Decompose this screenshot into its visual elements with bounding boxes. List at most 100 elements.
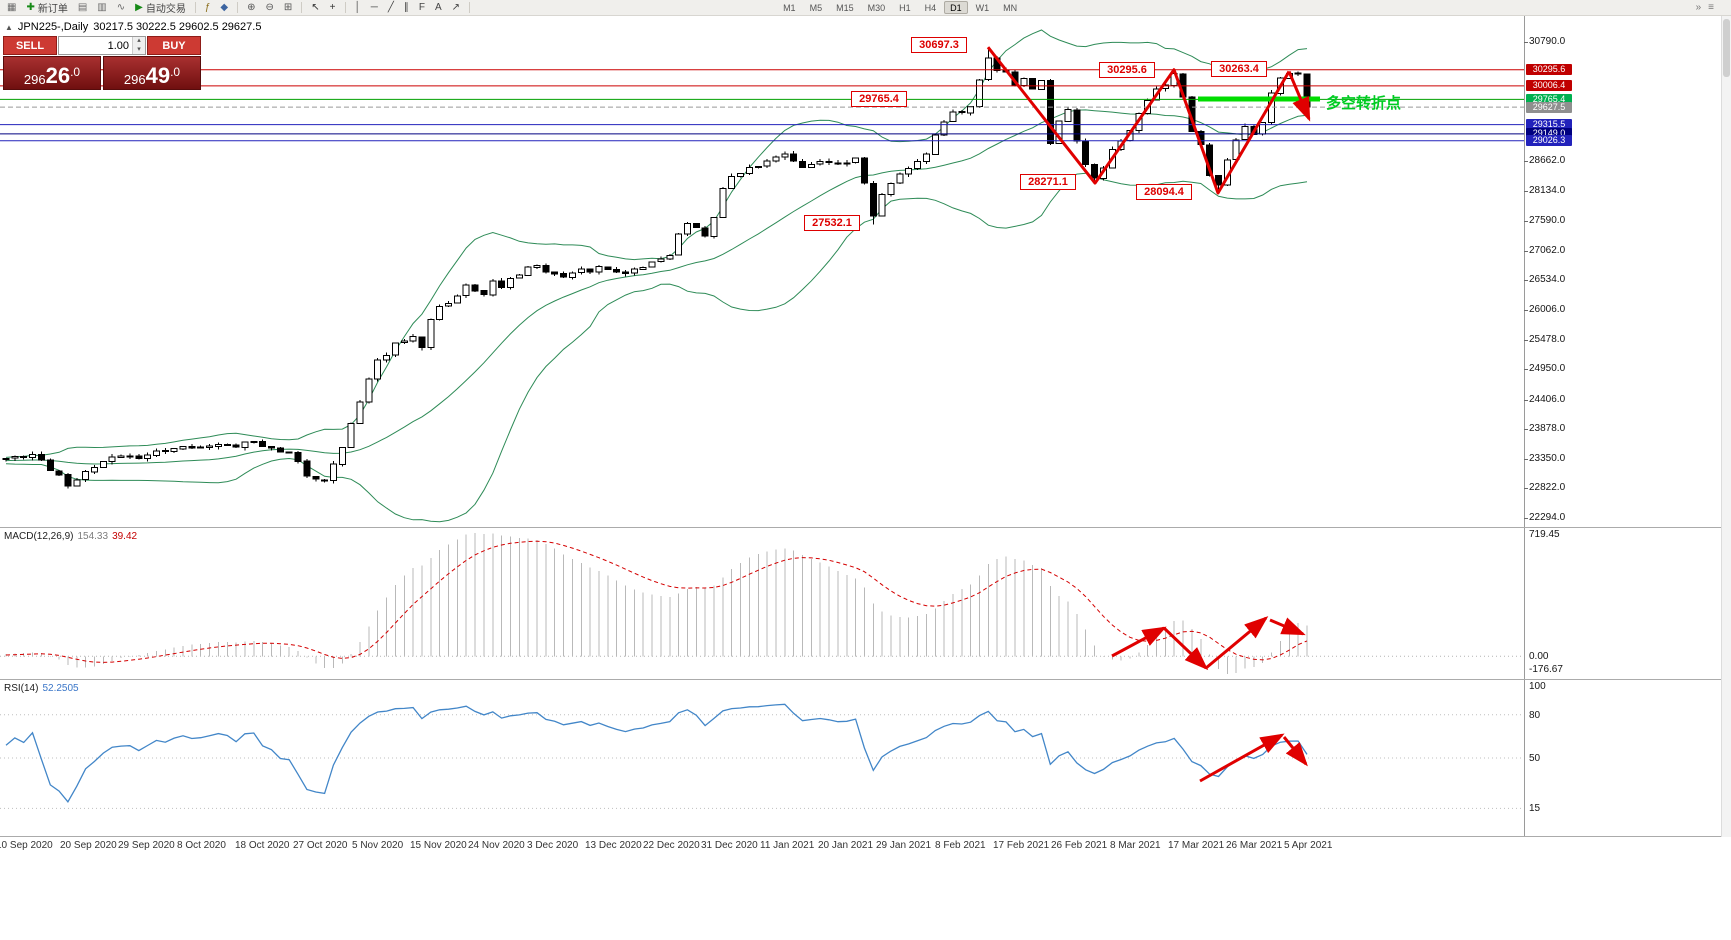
trendline-icon[interactable]: ╱ bbox=[384, 1, 398, 15]
volume-spinner: ▴ ▾ bbox=[132, 37, 145, 54]
volume-down-icon[interactable]: ▾ bbox=[137, 45, 141, 53]
time-axis-label: 8 Feb 2021 bbox=[935, 840, 986, 851]
turning-point-note[interactable]: 多空转折点 bbox=[1326, 95, 1402, 112]
timeframe-d1[interactable]: D1 bbox=[944, 1, 968, 14]
swing-label[interactable]: 30295.6 bbox=[1099, 62, 1155, 78]
bar-chart-icon[interactable]: ▤ bbox=[74, 1, 91, 15]
zoom-in-icon[interactable]: ⊕ bbox=[243, 1, 259, 15]
tile-windows-icon[interactable]: ⊞ bbox=[280, 1, 296, 15]
rsi-indicator-label: RSI(14) 52.2505 bbox=[4, 683, 79, 694]
zoom-in-icon: ⊕ bbox=[247, 1, 256, 13]
swing-label[interactable]: 29765.4 bbox=[851, 91, 907, 107]
price-axis-label: 26534.0 bbox=[1529, 274, 1566, 285]
price-axis-highlight: 30295.6 bbox=[1526, 64, 1572, 75]
time-axis-separator bbox=[0, 836, 1731, 837]
horizontal-line-icon: ─ bbox=[370, 1, 378, 13]
price-axis-tickmark bbox=[1524, 429, 1528, 430]
time-axis-label: 5 Nov 2020 bbox=[352, 840, 404, 851]
rsi-axis-label: 50 bbox=[1529, 753, 1541, 764]
crosshair-icon: + bbox=[329, 1, 336, 13]
toolbar-separator bbox=[344, 2, 346, 13]
sell-price-big: 26 bbox=[45, 63, 71, 89]
autotrading-button-label: 自动交易 bbox=[145, 4, 186, 15]
vertical-line-icon[interactable]: │ bbox=[351, 1, 365, 15]
rsi-value: 52.2505 bbox=[42, 683, 79, 694]
indicators-icon[interactable]: ƒ bbox=[201, 1, 215, 15]
panel-separator[interactable] bbox=[0, 527, 1731, 528]
swing-label[interactable]: 27532.1 bbox=[804, 215, 860, 231]
timeframe-m15[interactable]: M15 bbox=[836, 3, 854, 13]
sell-price-box[interactable]: 296 26.0 bbox=[3, 56, 101, 90]
price-axis-label: 24950.0 bbox=[1529, 363, 1566, 374]
time-axis-label: 20 Sep 2020 bbox=[60, 840, 117, 851]
vertical-scrollbar[interactable] bbox=[1721, 16, 1731, 837]
crosshair-icon[interactable]: + bbox=[326, 1, 340, 15]
toolbar-separator bbox=[237, 2, 239, 13]
chart-window-icon[interactable]: ▦ bbox=[3, 1, 20, 15]
price-axis-highlight: 29026.3 bbox=[1526, 135, 1572, 146]
indicators-icon: ƒ bbox=[204, 1, 211, 13]
volume-up-icon[interactable]: ▴ bbox=[137, 37, 141, 44]
objects-list-icon[interactable]: ◆ bbox=[216, 1, 232, 15]
main-chart-canvas[interactable] bbox=[0, 16, 1524, 527]
timeframe-m5[interactable]: M5 bbox=[809, 3, 823, 13]
buy-price-box[interactable]: 296 49.0 bbox=[103, 56, 201, 90]
swing-label[interactable]: 28094.4 bbox=[1136, 184, 1192, 200]
buy-button[interactable]: BUY bbox=[147, 36, 201, 55]
sell-button[interactable]: SELL bbox=[3, 36, 57, 55]
macd-value-signal: 39.42 bbox=[112, 531, 138, 542]
zoom-out-icon: ⊖ bbox=[265, 1, 274, 13]
tile-windows-icon: ⊞ bbox=[283, 1, 293, 13]
macd-panel-canvas[interactable] bbox=[0, 528, 1524, 679]
price-axis-label: 22822.0 bbox=[1529, 482, 1566, 493]
fibonacci-icon[interactable]: F bbox=[415, 1, 429, 15]
horizontal-line-icon[interactable]: ─ bbox=[367, 1, 382, 15]
time-axis-label: 26 Mar 2021 bbox=[1226, 840, 1283, 851]
collapse-triangle-icon[interactable]: ▲ bbox=[5, 22, 13, 32]
timeframe-w1[interactable]: W1 bbox=[975, 3, 990, 13]
swing-label[interactable]: 30263.4 bbox=[1211, 61, 1267, 77]
zoom-out-icon[interactable]: ⊖ bbox=[262, 1, 278, 15]
toolbar-right: » ≡ bbox=[1696, 2, 1714, 13]
time-axis-label: 29 Sep 2020 bbox=[118, 840, 175, 851]
channel-icon[interactable]: ∥ bbox=[400, 1, 413, 15]
volume-input[interactable] bbox=[59, 37, 132, 54]
candlestick-chart-icon[interactable]: ▥ bbox=[93, 1, 110, 15]
panel-separator[interactable] bbox=[0, 679, 1731, 680]
toolbar-overflow-icon[interactable]: » bbox=[1695, 2, 1702, 13]
objects-list-icon: ◆ bbox=[220, 1, 229, 13]
new-order-button[interactable]: ✚ 新订单 bbox=[22, 1, 71, 15]
timeframe-m1[interactable]: M1 bbox=[783, 3, 796, 13]
swing-label[interactable]: 30697.3 bbox=[911, 37, 967, 53]
time-axis-label: 22 Dec 2020 bbox=[643, 840, 700, 851]
toolbar-separator bbox=[194, 2, 196, 13]
timeframe-h1[interactable]: H1 bbox=[899, 3, 911, 13]
autotrading-button[interactable]: ▶ 自动交易 bbox=[131, 1, 190, 15]
candlestick-chart-icon: ▥ bbox=[97, 1, 107, 13]
price-axis-label: 22294.0 bbox=[1529, 512, 1566, 523]
rsi-panel-canvas[interactable] bbox=[0, 680, 1524, 836]
timeframe-m30[interactable]: M30 bbox=[867, 3, 886, 13]
swing-label[interactable]: 28271.1 bbox=[1020, 174, 1076, 190]
symbol-ohlc: 30217.5 30222.5 29602.5 29627.5 bbox=[93, 21, 262, 33]
timeframe-h4[interactable]: H4 bbox=[924, 3, 937, 13]
text-icon[interactable]: A bbox=[431, 1, 446, 15]
cursor-icon[interactable]: ↖ bbox=[307, 1, 323, 15]
price-axis-label: 28134.0 bbox=[1529, 185, 1566, 196]
sell-price-sup: .0 bbox=[70, 65, 81, 79]
price-axis-label: 28662.0 bbox=[1529, 155, 1566, 166]
arrows-icon[interactable]: ↗ bbox=[448, 1, 464, 15]
macd-axis-max: 719.45 bbox=[1529, 529, 1560, 540]
buy-price-text: 296 bbox=[123, 72, 146, 87]
price-axis-label: 26006.0 bbox=[1529, 304, 1566, 315]
toolbar-menu-icon[interactable]: ≡ bbox=[1708, 2, 1714, 13]
scrollbar-thumb[interactable] bbox=[1723, 19, 1730, 77]
time-axis-label: 3 Dec 2020 bbox=[527, 840, 579, 851]
line-chart-icon[interactable]: ∿ bbox=[113, 1, 129, 15]
price-axis-label: 30790.0 bbox=[1529, 36, 1566, 47]
macd-value-main: 154.33 bbox=[77, 531, 109, 542]
price-axis-tickmark bbox=[1524, 518, 1528, 519]
timeframe-mn[interactable]: MN bbox=[1003, 3, 1018, 13]
time-axis-label: 17 Mar 2021 bbox=[1168, 840, 1225, 851]
price-axis-tickmark bbox=[1524, 400, 1528, 401]
